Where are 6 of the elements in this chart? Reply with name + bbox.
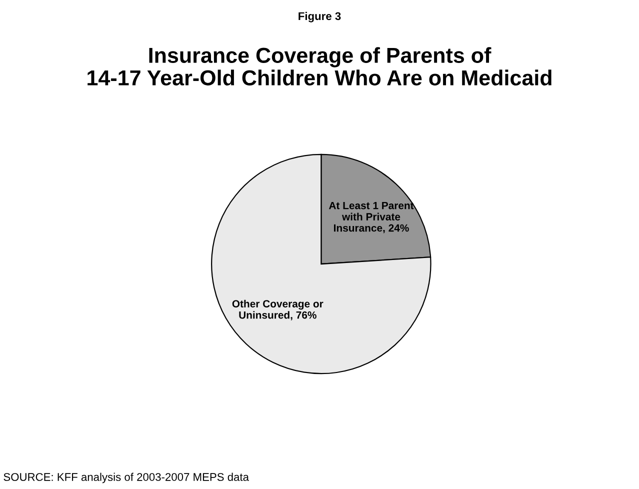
slice-label: Other Coverage or Uninsured, 76% <box>232 300 324 320</box>
slice-label: At Least 1 Parent with Private Insurance, 24% <box>328 202 414 234</box>
caption: Figure 3 <box>298 12 341 22</box>
chart-title: Insurance Coverage of Parents of 14-17 Year-Old Children Who Are on Medicaid <box>88 47 552 86</box>
source-note: SOURCE: KFF analysis of 2003-2007 MEPS data <box>4 472 249 484</box>
pie-slice <box>211 154 432 374</box>
